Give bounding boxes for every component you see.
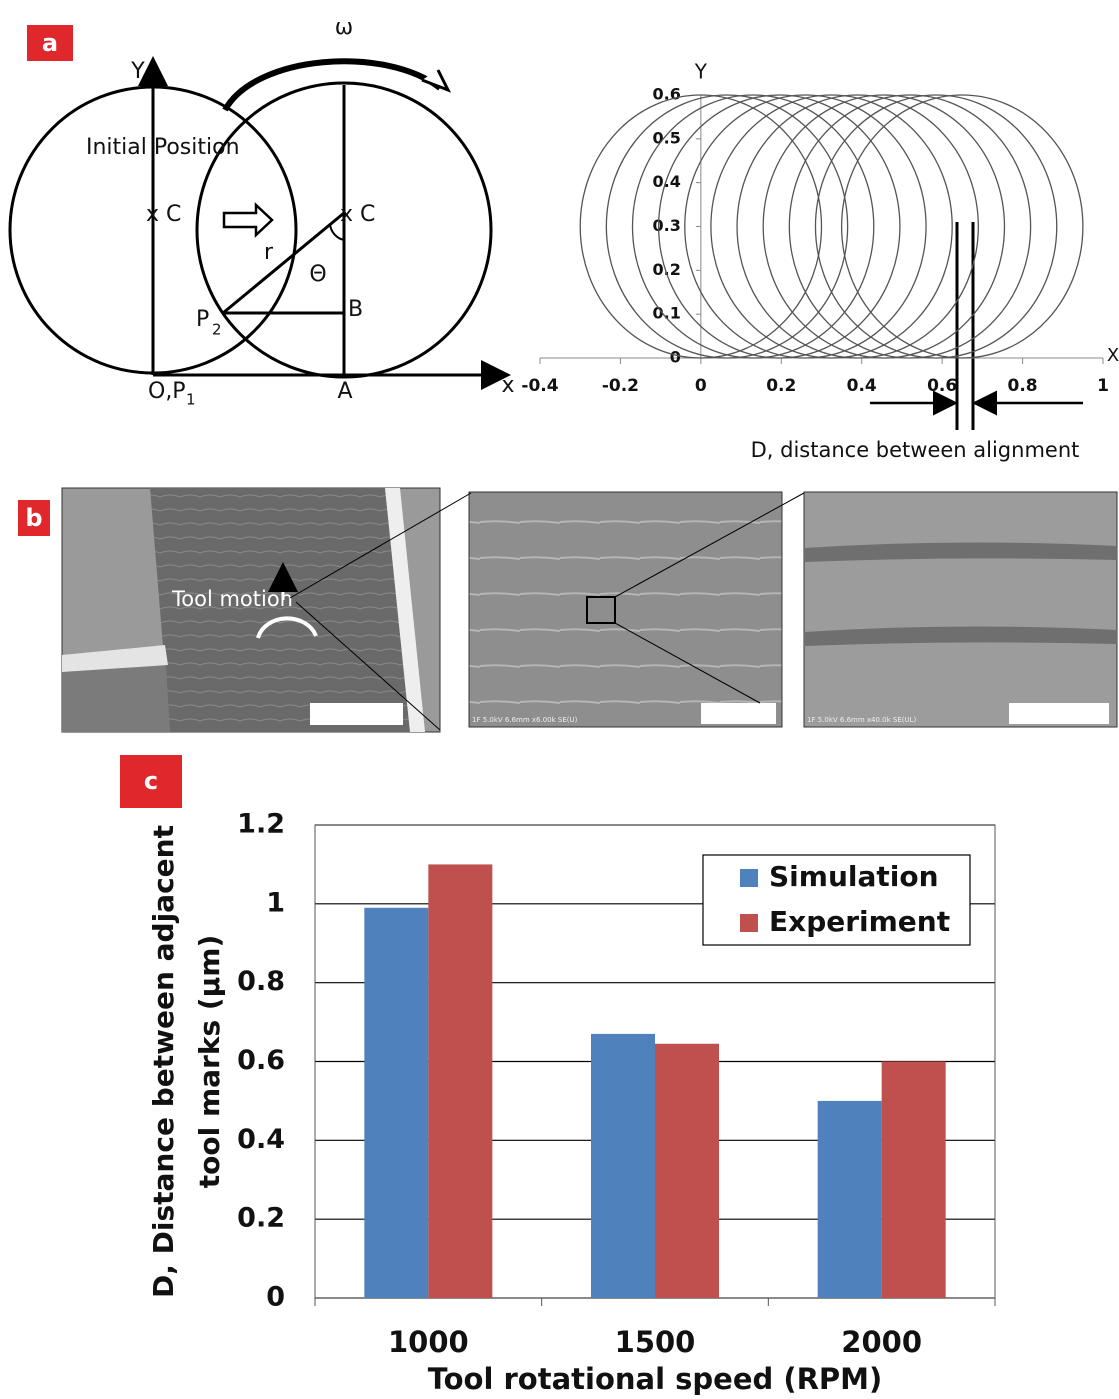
sem-image: 1F 5.0kV 6.6mm x40.0k SE(UL) bbox=[804, 492, 1117, 727]
y-tick-label: 0 bbox=[670, 348, 681, 367]
radius-label: r bbox=[264, 240, 274, 265]
panel-label: c bbox=[144, 767, 158, 795]
sem-background bbox=[469, 492, 782, 727]
point-label: P bbox=[196, 307, 209, 332]
scale-bar bbox=[701, 703, 776, 724]
trace-circle bbox=[685, 95, 926, 358]
origin-subscript: 1 bbox=[186, 391, 196, 409]
bar bbox=[818, 1101, 882, 1298]
legend-label: Simulation bbox=[769, 860, 939, 893]
figure: a ω Y x Initial Position x C x C r Θ P 2… bbox=[0, 0, 1119, 1399]
point-label: B bbox=[348, 297, 363, 322]
shift-arrow bbox=[224, 205, 272, 235]
y-tick-label: 1 bbox=[266, 887, 285, 918]
x-tick-label: 1000 bbox=[388, 1325, 469, 1359]
y-tick-label: 0.2 bbox=[653, 260, 681, 279]
y-tick-label: 0.5 bbox=[653, 128, 681, 147]
center-label: x C bbox=[146, 202, 181, 227]
rotation-arrow bbox=[225, 61, 440, 110]
x-tick-label: 0 bbox=[695, 376, 707, 396]
omega-label: ω bbox=[335, 15, 353, 40]
y-tick-label: 0.4 bbox=[653, 172, 681, 191]
y-tick-label: 0.8 bbox=[237, 966, 285, 997]
sem-image: Tool motion bbox=[62, 488, 440, 732]
trace-circle bbox=[815, 95, 1056, 358]
annotation: D, distance between alignment bbox=[751, 438, 1080, 462]
legend-swatch bbox=[740, 914, 758, 932]
origin-label: O,P bbox=[148, 379, 186, 404]
sem-caption: 1F 5.0kV 6.6mm x6.00k SE(U) bbox=[472, 716, 578, 724]
x-tick-label: 0.4 bbox=[847, 376, 877, 396]
bar bbox=[428, 864, 492, 1298]
x-tick-label: 1500 bbox=[615, 1325, 696, 1359]
y-tick-label: 0.3 bbox=[653, 216, 681, 235]
trace-circle bbox=[763, 95, 1004, 358]
tool-motion-label: Tool motion bbox=[171, 587, 293, 611]
x-tick-label: 0.8 bbox=[1008, 376, 1038, 396]
trace-circle bbox=[789, 95, 1030, 358]
y-axis-label: Y bbox=[694, 60, 708, 84]
panel-label: a bbox=[42, 29, 58, 57]
x-axis-label: X bbox=[1107, 345, 1119, 366]
y-tick-label: 0 bbox=[266, 1282, 285, 1313]
x-tick-label: 1 bbox=[1097, 376, 1109, 396]
point-label: A bbox=[337, 379, 352, 404]
bar bbox=[364, 908, 428, 1298]
trace-circle bbox=[659, 95, 900, 358]
x-tick-label: 2000 bbox=[841, 1325, 922, 1359]
x-axis-label: x bbox=[501, 373, 514, 398]
trace-circle bbox=[737, 95, 978, 358]
x-tick-label: -0.2 bbox=[602, 376, 639, 396]
bar bbox=[882, 1062, 946, 1299]
trace-circle bbox=[606, 95, 847, 358]
trace-circle bbox=[842, 95, 1083, 358]
bar bbox=[591, 1034, 655, 1298]
y-axis-label: tool marks (µm) bbox=[193, 935, 226, 1189]
y-axis-label: D, Distance between adjacent bbox=[147, 825, 180, 1298]
x-axis-label: Tool rotational speed (RPM) bbox=[428, 1362, 883, 1396]
angle-label: Θ bbox=[309, 262, 326, 287]
sem-image: 1F 5.0kV 6.6mm x6.00k SE(U) bbox=[469, 492, 782, 727]
scale-bar bbox=[1009, 703, 1109, 724]
y-tick-label: 1.2 bbox=[237, 809, 285, 840]
center-label: x C bbox=[340, 202, 375, 227]
legend-swatch bbox=[740, 869, 758, 887]
x-tick-label: 0.6 bbox=[927, 376, 957, 396]
y-tick-label: 0.2 bbox=[237, 1203, 285, 1234]
y-tick-label: 0.4 bbox=[237, 1124, 285, 1155]
y-axis-label: Y bbox=[130, 59, 145, 84]
bar bbox=[655, 1044, 719, 1298]
scale-bar bbox=[310, 703, 403, 725]
trace-circle bbox=[711, 95, 952, 358]
sem-background bbox=[804, 492, 1117, 727]
sem-caption: 1F 5.0kV 6.6mm x40.0k SE(UL) bbox=[807, 716, 917, 724]
y-tick-label: 0.6 bbox=[237, 1045, 285, 1076]
point-subscript: 2 bbox=[212, 321, 222, 339]
initial-position-label: Initial Position bbox=[86, 135, 240, 160]
x-tick-label: 0.2 bbox=[766, 376, 796, 396]
page: a ω Y x Initial Position x C x C r Θ P 2… bbox=[0, 0, 1119, 1399]
diagram bbox=[10, 61, 505, 377]
legend-label: Experiment bbox=[769, 905, 950, 938]
x-tick-label: -0.4 bbox=[521, 376, 558, 396]
panel-label: b bbox=[25, 504, 42, 532]
